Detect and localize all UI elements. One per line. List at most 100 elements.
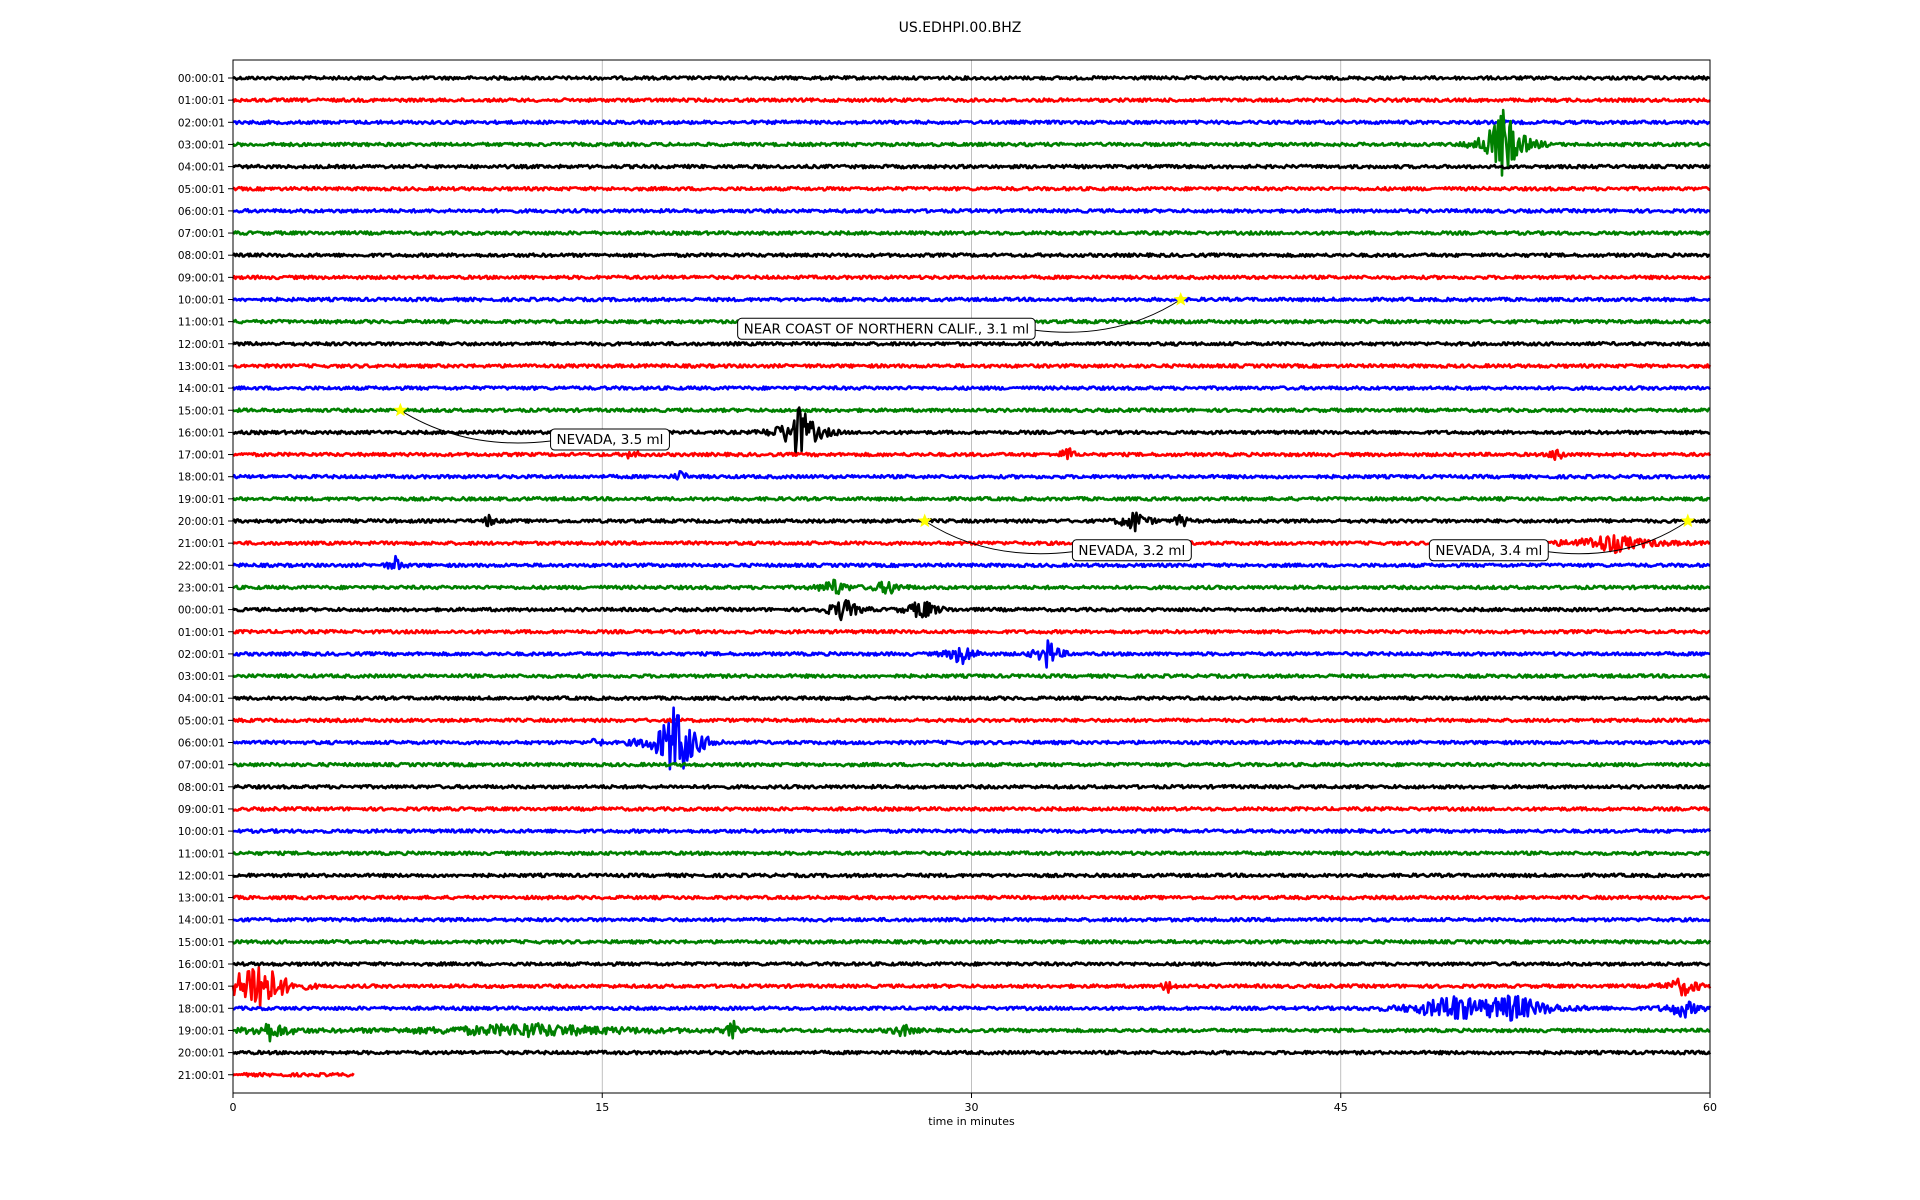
- row-time-label: 14:00:01: [178, 915, 225, 927]
- row-time-label: 02:00:01: [178, 117, 225, 129]
- row-time-label: 08:00:01: [178, 782, 225, 794]
- row-time-label: 06:00:01: [178, 738, 225, 750]
- trace-row-22: [231, 554, 1711, 571]
- event-star-marker: [1173, 292, 1188, 306]
- trace-row-40: [232, 961, 1711, 967]
- row-time-label: 09:00:01: [178, 804, 225, 816]
- row-time-label: 13:00:01: [178, 893, 225, 905]
- row-time-label: 07:00:01: [178, 228, 225, 240]
- trace-row-1: [231, 97, 1711, 103]
- trace-row-45: [232, 1071, 355, 1078]
- event-label-box: [1428, 539, 1549, 562]
- event-star-marker: [1680, 513, 1695, 528]
- event-connector: [1548, 520, 1689, 555]
- trace-row-15: [232, 407, 1711, 414]
- trace-row-25: [232, 628, 1711, 635]
- row-time-label: 00:00:01: [178, 73, 225, 85]
- row-time-label: 15:00:01: [178, 937, 225, 949]
- row-time-label: 10:00:01: [178, 295, 225, 307]
- row-time-label: 20:00:01: [178, 516, 225, 528]
- row-time-label: 11:00:01: [178, 317, 225, 329]
- trace-row-2: [232, 119, 1711, 126]
- row-time-label: 03:00:01: [178, 671, 225, 683]
- row-time-label: 16:00:01: [178, 959, 225, 971]
- x-tick-label: 45: [1334, 1101, 1348, 1114]
- row-time-label: 10:00:01: [178, 826, 225, 838]
- row-time-label: 19:00:01: [178, 494, 225, 506]
- row-time-label: 02:00:01: [178, 649, 225, 661]
- trace-row-23: [232, 578, 1711, 596]
- trace-row-26: [232, 639, 1711, 669]
- event-connector: [924, 520, 1073, 555]
- x-axis-ticks: 0 15 30 45 60: [230, 1093, 1717, 1114]
- row-time-labels: 00:00:01 01:00:01 02:00:01 03:00:01 04:00:01…: [178, 73, 233, 1082]
- row-time-label: 19:00:01: [178, 1025, 225, 1037]
- row-time-label: 07:00:01: [178, 760, 225, 772]
- trace-row-7: [232, 230, 1711, 236]
- trace-row-35: [231, 850, 1711, 857]
- row-time-label: 01:00:01: [178, 627, 225, 639]
- row-time-label: 18:00:01: [178, 1003, 225, 1015]
- trace-row-42: [232, 994, 1712, 1022]
- trace-row-17: [232, 447, 1712, 461]
- trace-row-5: [232, 185, 1711, 192]
- row-time-label: 17:00:01: [178, 981, 225, 993]
- trace-row-27: [232, 673, 1711, 679]
- event-connector: [1035, 299, 1181, 333]
- event-label-box: [1071, 539, 1192, 562]
- row-time-label: 22:00:01: [178, 560, 225, 572]
- trace-row-4: [232, 163, 1712, 170]
- event-annotation: NEVADA, 3.2 ml: [917, 513, 1192, 562]
- row-time-label: 12:00:01: [178, 870, 225, 882]
- row-time-label: 15:00:01: [178, 405, 225, 417]
- event-connector: [400, 409, 551, 444]
- trace-row-18: [231, 470, 1712, 481]
- x-axis-label: time in minutes: [928, 1115, 1015, 1128]
- row-time-label: 08:00:01: [178, 250, 225, 262]
- trace-row-38: [232, 916, 1711, 923]
- trace-row-33: [232, 806, 1711, 812]
- row-time-label: 21:00:01: [178, 538, 225, 550]
- chart-title: US.EDHPI.00.BHZ: [898, 20, 1022, 36]
- row-time-label: 01:00:01: [178, 95, 225, 107]
- row-time-label: 06:00:01: [178, 206, 225, 218]
- row-time-label: 00:00:01: [178, 605, 225, 617]
- row-time-label: 16:00:01: [178, 427, 225, 439]
- trace-row-12: [231, 340, 1711, 347]
- row-time-label: 05:00:01: [178, 715, 225, 727]
- event-label-box: [737, 317, 1036, 340]
- event-annotation: NEAR COAST OF NORTHERN CALIF., 3.1 ml: [737, 292, 1188, 340]
- row-time-label: 18:00:01: [178, 472, 225, 484]
- row-time-label: 21:00:01: [178, 1070, 225, 1082]
- trace-row-29: [231, 717, 1711, 724]
- trace-row-3: [231, 108, 1711, 177]
- row-time-label: 05:00:01: [178, 184, 225, 196]
- x-tick-label: 0: [230, 1101, 237, 1114]
- event-label: NEAR COAST OF NORTHERN CALIF., 3.1 ml: [744, 321, 1029, 337]
- row-time-label: 13:00:01: [178, 361, 225, 373]
- trace-row-24: [231, 599, 1711, 622]
- event-annotation: NEVADA, 3.4 ml: [1428, 513, 1695, 562]
- row-time-label: 12:00:01: [178, 339, 225, 351]
- row-time-label: 04:00:01: [178, 693, 225, 705]
- trace-row-28: [232, 695, 1711, 702]
- trace-row-31: [232, 761, 1711, 768]
- trace-row-43: [232, 1019, 1711, 1043]
- trace-row-39: [232, 939, 1712, 945]
- grid-lines: [232, 60, 1711, 1093]
- event-label: NEVADA, 3.2 ml: [1078, 543, 1185, 559]
- trace-row-30: [232, 706, 1711, 771]
- trace-row-13: [232, 363, 1712, 369]
- trace-row-32: [232, 783, 1711, 790]
- row-time-label: 09:00:01: [178, 272, 225, 284]
- row-time-label: 04:00:01: [178, 162, 225, 174]
- trace-row-6: [232, 208, 1711, 214]
- trace-row-44: [232, 1049, 1712, 1056]
- trace-row-19: [231, 496, 1711, 502]
- trace-row-34: [232, 828, 1712, 834]
- trace-row-9: [231, 274, 1712, 281]
- trace-row-0: [232, 75, 1711, 81]
- event-star-marker: [917, 513, 932, 528]
- row-time-label: 11:00:01: [178, 848, 225, 860]
